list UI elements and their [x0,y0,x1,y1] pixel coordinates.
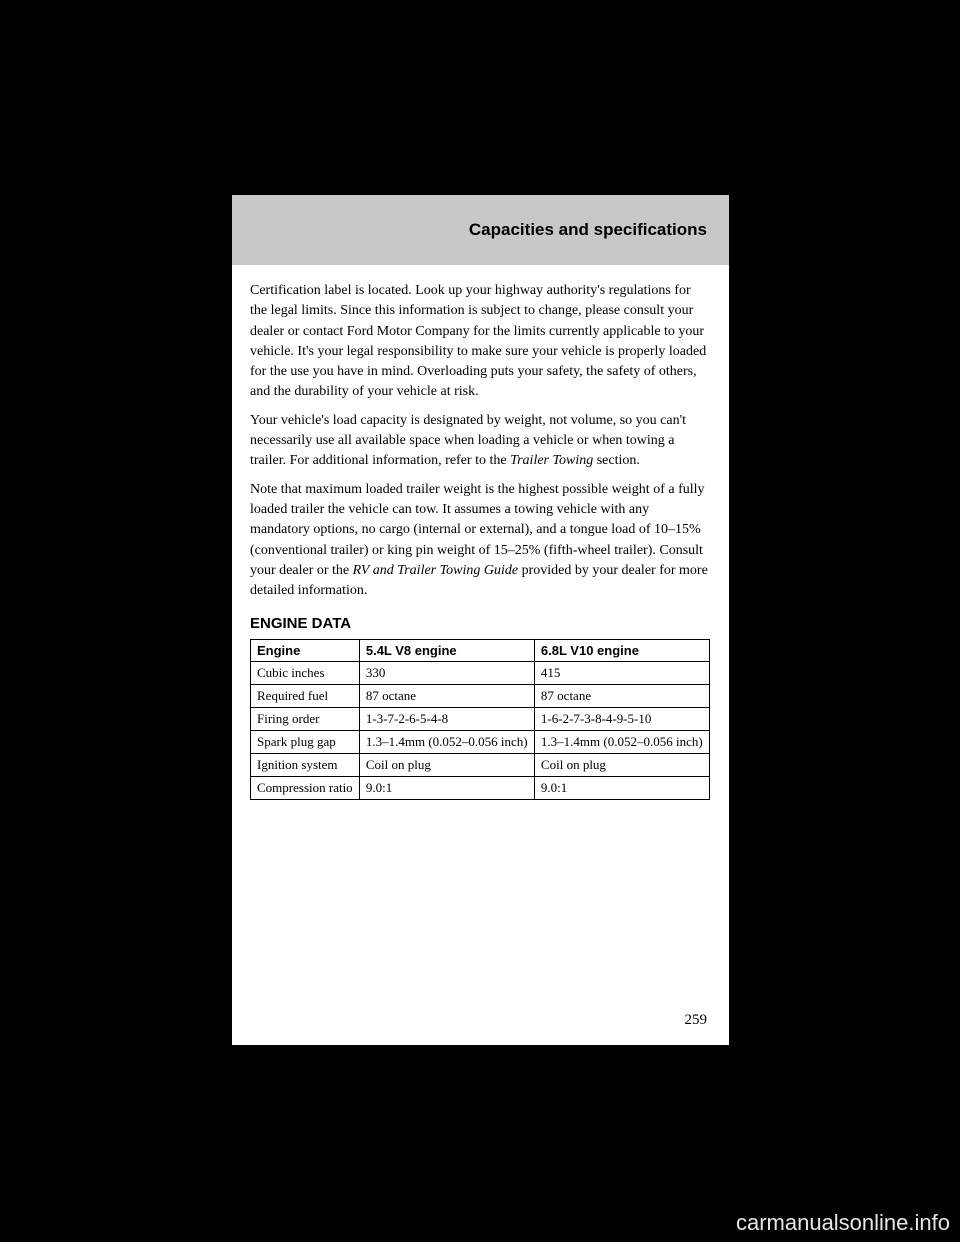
watermark: carmanualsonline.info [736,1210,950,1236]
cell: 415 [534,662,709,685]
cell: Ignition system [251,754,360,777]
cell: Required fuel [251,685,360,708]
table-row: Ignition system Coil on plug Coil on plu… [251,754,710,777]
engine-data-table: Engine 5.4L V8 engine 6.8L V10 engine Cu… [250,639,710,800]
para-3: Note that maximum loaded trailer weight … [250,480,710,602]
table-row: Firing order 1-3-7-2-6-5-4-8 1-6-2-7-3-8… [251,708,710,731]
col-54v8: 5.4L V8 engine [359,640,534,662]
cell: 9.0:1 [534,777,709,800]
col-68v10: 6.8L V10 engine [534,640,709,662]
cell: 1-3-7-2-6-5-4-8 [359,708,534,731]
col-engine: Engine [251,640,360,662]
cell: 1.3–1.4mm (0.052–0.056 inch) [534,731,709,754]
cell: Spark plug gap [251,731,360,754]
table-row: Spark plug gap 1.3–1.4mm (0.052–0.056 in… [251,731,710,754]
cell: 1.3–1.4mm (0.052–0.056 inch) [359,731,534,754]
cell: Cubic inches [251,662,360,685]
intro-text: Certification label is located. Look up … [250,281,710,609]
trailer-towing-link[interactable]: Trailer Towing [510,453,593,468]
rv-guide-link[interactable]: RV and Trailer Towing Guide [353,563,518,578]
cell: Coil on plug [534,754,709,777]
cell: Coil on plug [359,754,534,777]
table-row: Cubic inches 330 415 [251,662,710,685]
cell: Firing order [251,708,360,731]
table-header-row: Engine 5.4L V8 engine 6.8L V10 engine [251,640,710,662]
cell: 1-6-2-7-3-8-4-9-5-10 [534,708,709,731]
table-row: Compression ratio 9.0:1 9.0:1 [251,777,710,800]
section-header: Capacities and specifications [469,220,707,240]
para-2: Your vehicle's load capacity is designat… [250,411,710,472]
cell: Compression ratio [251,777,360,800]
page-number: 259 [685,1012,708,1029]
para-2-after: section. [597,453,640,468]
para-1: Certification label is located. Look up … [250,281,710,403]
engine-data-title: ENGINE DATA [250,615,710,632]
header-bar: Capacities and specifications [232,195,729,265]
cell: 87 octane [359,685,534,708]
cell: 9.0:1 [359,777,534,800]
cell: 330 [359,662,534,685]
page: Capacities and specifications Certificat… [232,195,729,1045]
table-row: Required fuel 87 octane 87 octane [251,685,710,708]
cell: 87 octane [534,685,709,708]
